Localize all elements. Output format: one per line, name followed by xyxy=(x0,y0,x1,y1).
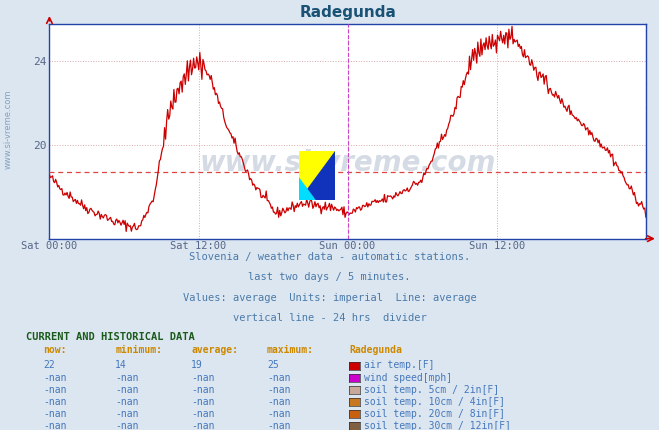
Text: CURRENT AND HISTORICAL DATA: CURRENT AND HISTORICAL DATA xyxy=(26,332,195,342)
Text: -nan: -nan xyxy=(115,384,139,395)
Text: -nan: -nan xyxy=(267,372,291,383)
Text: -nan: -nan xyxy=(267,396,291,407)
Text: soil temp. 20cm / 8in[F]: soil temp. 20cm / 8in[F] xyxy=(364,408,505,419)
Text: soil temp. 5cm / 2in[F]: soil temp. 5cm / 2in[F] xyxy=(364,384,500,395)
Text: vertical line - 24 hrs  divider: vertical line - 24 hrs divider xyxy=(233,313,426,323)
Text: 25: 25 xyxy=(267,360,279,371)
Polygon shape xyxy=(299,150,335,200)
Text: -nan: -nan xyxy=(43,396,67,407)
Text: -nan: -nan xyxy=(267,421,291,430)
Text: -nan: -nan xyxy=(43,384,67,395)
Text: www.si-vreme.com: www.si-vreme.com xyxy=(3,89,13,169)
Text: -nan: -nan xyxy=(115,408,139,419)
Text: www.si-vreme.com: www.si-vreme.com xyxy=(200,149,496,178)
Text: air temp.[F]: air temp.[F] xyxy=(364,360,435,371)
Text: last two days / 5 minutes.: last two days / 5 minutes. xyxy=(248,272,411,282)
Title: Radegunda: Radegunda xyxy=(299,5,396,20)
Text: now:: now: xyxy=(43,344,67,355)
Polygon shape xyxy=(299,178,315,200)
Text: -nan: -nan xyxy=(191,408,215,419)
Text: 22: 22 xyxy=(43,360,55,371)
Text: -nan: -nan xyxy=(191,372,215,383)
Text: -nan: -nan xyxy=(115,372,139,383)
Polygon shape xyxy=(299,150,335,200)
Text: -nan: -nan xyxy=(267,408,291,419)
Text: -nan: -nan xyxy=(43,372,67,383)
Text: maximum:: maximum: xyxy=(267,344,314,355)
Text: Slovenia / weather data - automatic stations.: Slovenia / weather data - automatic stat… xyxy=(189,252,470,261)
Text: -nan: -nan xyxy=(115,396,139,407)
Text: 14: 14 xyxy=(115,360,127,371)
Text: -nan: -nan xyxy=(191,396,215,407)
Text: wind speed[mph]: wind speed[mph] xyxy=(364,372,453,383)
Text: Values: average  Units: imperial  Line: average: Values: average Units: imperial Line: av… xyxy=(183,293,476,303)
Text: -nan: -nan xyxy=(115,421,139,430)
Text: soil temp. 30cm / 12in[F]: soil temp. 30cm / 12in[F] xyxy=(364,421,511,430)
Text: soil temp. 10cm / 4in[F]: soil temp. 10cm / 4in[F] xyxy=(364,396,505,407)
Text: minimum:: minimum: xyxy=(115,344,162,355)
Text: -nan: -nan xyxy=(43,408,67,419)
Text: average:: average: xyxy=(191,344,238,355)
Text: -nan: -nan xyxy=(191,421,215,430)
Text: -nan: -nan xyxy=(267,384,291,395)
Text: -nan: -nan xyxy=(191,384,215,395)
Text: 19: 19 xyxy=(191,360,203,371)
Text: -nan: -nan xyxy=(43,421,67,430)
Text: Radegunda: Radegunda xyxy=(349,344,402,355)
